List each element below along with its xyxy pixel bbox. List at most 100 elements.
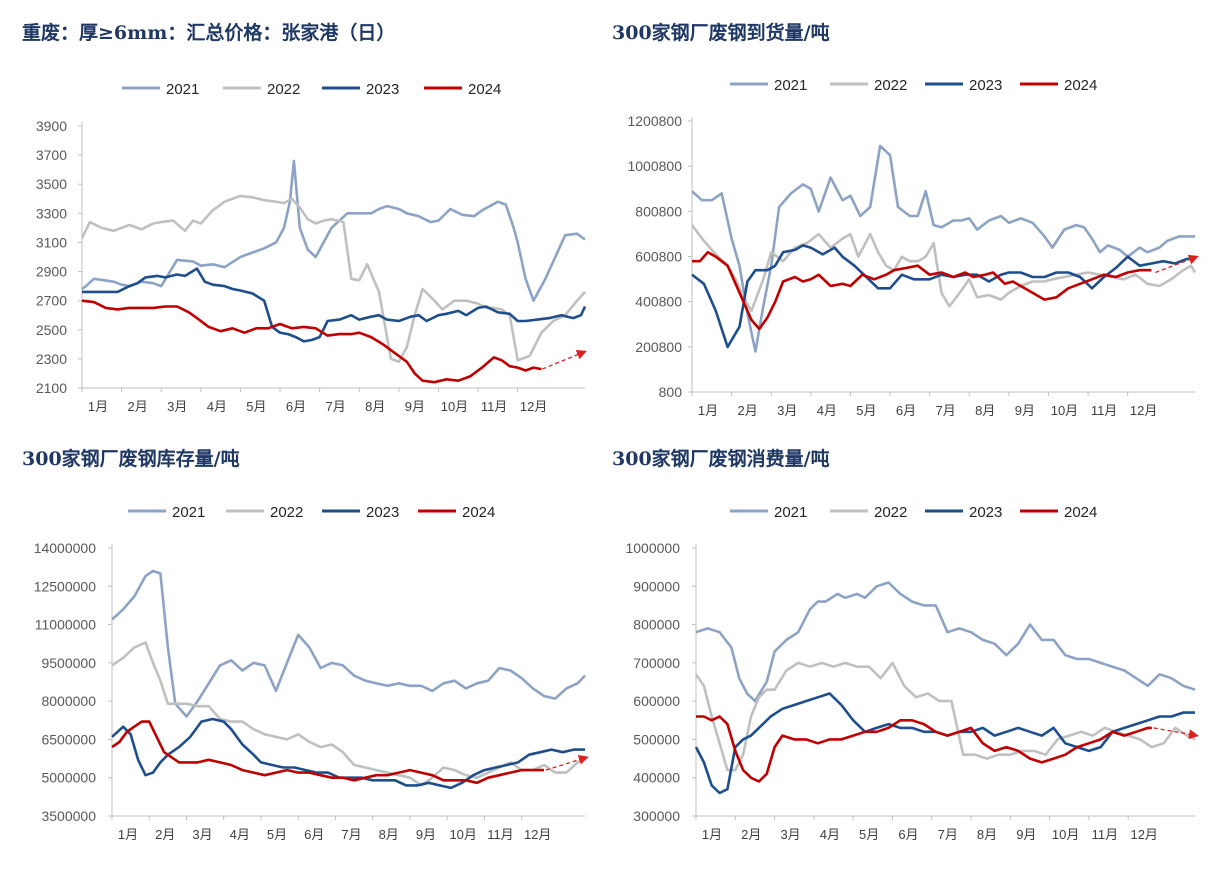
y-tick-label: 3100 (36, 234, 67, 250)
x-tick-label: 9月 (405, 399, 425, 414)
y-tick-label: 6500000 (41, 731, 96, 747)
y-tick-label: 900000 (633, 578, 680, 594)
x-tick-label: 2月 (127, 399, 147, 414)
legend-label-2022: 2022 (874, 504, 907, 521)
y-tick-label: 3700 (36, 147, 67, 163)
legend-label-2024: 2024 (462, 504, 495, 521)
chart-panel-consumption: 300家钢厂废钢消费量/吨 300000 400000 500000 600000 70… (612, 430, 1223, 878)
chart-title: 300家钢厂废钢库存量/吨 (22, 448, 240, 470)
chart-svg: 800 200800 400800 600800 800800 1000800 120080… (627, 77, 1199, 418)
series-line-2024 (692, 250, 1152, 331)
y-tick-label: 300000 (633, 808, 680, 824)
x-tick-label: 8月 (977, 827, 997, 842)
legend-label-2023: 2023 (969, 77, 1002, 94)
x-tick-label: 12月 (520, 399, 547, 414)
x-tick-label: 5月 (267, 827, 287, 842)
y-tick-label: 400800 (635, 294, 682, 310)
series-line-2022 (694, 661, 1196, 772)
x-tick-label: 11月 (487, 827, 514, 842)
y-tick-label: 700000 (633, 655, 680, 671)
y-tick-label: 1000800 (627, 158, 682, 174)
chart-title: 300家钢厂废钢消费量/吨 (612, 448, 830, 470)
series-line-2023 (694, 692, 1195, 795)
legend-label-2021: 2021 (774, 77, 807, 94)
x-tick-label: 1月 (702, 827, 722, 842)
x-tick-label: 4月 (207, 399, 227, 414)
y-tick-label: 3500000 (41, 808, 96, 824)
chart-title: 重废：厚≥6mm：汇总价格：张家港（日） (22, 22, 396, 44)
x-tick-label: 11月 (481, 399, 508, 414)
series-line-2021 (691, 144, 1195, 353)
series-line-2022 (690, 224, 1197, 313)
y-tick-label: 8000000 (41, 693, 96, 709)
series-line-2023 (691, 244, 1195, 349)
y-tick-label: 600000 (633, 693, 680, 709)
series-line-2021 (111, 569, 586, 718)
y-tick-label: 14000000 (34, 540, 97, 556)
trend-arrow (1155, 254, 1199, 274)
y-tick-label: 3500 (36, 176, 67, 192)
x-tick-label: 4月 (820, 827, 840, 842)
x-tick-label: 7月 (326, 399, 346, 414)
x-tick-label: 7月 (341, 827, 361, 842)
legend-label-2024: 2024 (1064, 504, 1097, 521)
x-tick-label: 2月 (737, 403, 757, 418)
x-tick-label: 2月 (155, 827, 175, 842)
x-tick-label: 3月 (192, 827, 212, 842)
x-tick-label: 7月 (938, 827, 958, 842)
legend-label-2022: 2022 (267, 81, 300, 98)
x-tick-label: 6月 (304, 827, 324, 842)
y-tick-label: 2900 (36, 264, 67, 280)
legend-label-2023: 2023 (366, 81, 399, 98)
x-tick-label: 10月 (449, 827, 476, 842)
y-tick-label: 200800 (635, 339, 682, 355)
y-tick-label: 5000000 (41, 770, 96, 786)
legend-label-2024: 2024 (468, 81, 501, 98)
y-tick-label: 2100 (36, 380, 67, 396)
x-tick-label: 12月 (1130, 827, 1157, 842)
x-tick-label: 10月 (1051, 403, 1078, 418)
series-line-2024 (696, 715, 1152, 783)
legend-label-2022: 2022 (874, 77, 907, 94)
series-line-2023 (111, 717, 585, 790)
series-line-2022 (80, 194, 586, 364)
series-line-2021 (695, 581, 1196, 703)
legend-label-2023: 2023 (969, 504, 1002, 521)
x-tick-label: 1月 (118, 827, 138, 842)
trend-arrow (1153, 727, 1199, 740)
legend-label-2024: 2024 (1064, 77, 1097, 94)
y-tick-label: 800 (659, 384, 683, 400)
x-tick-label: 6月 (896, 403, 916, 418)
trend-arrow (545, 754, 589, 771)
y-tick-label: 1000000 (625, 540, 680, 556)
x-tick-label: 3月 (780, 827, 800, 842)
x-tick-label: 9月 (1016, 827, 1036, 842)
series-line-2024 (111, 720, 544, 785)
x-tick-label: 1月 (88, 399, 108, 414)
x-tick-label: 11月 (1091, 403, 1118, 418)
x-tick-label: 12月 (1130, 403, 1157, 418)
x-tick-label: 8月 (379, 827, 399, 842)
trend-arrow (541, 350, 587, 370)
y-tick-label: 600800 (635, 249, 682, 265)
x-tick-label: 5月 (856, 403, 876, 418)
y-tick-label: 800800 (635, 203, 682, 219)
chart-svg: 3500000 5000000 6500000 8000000 9500000 11000… (34, 504, 589, 842)
x-tick-label: 5月 (246, 399, 266, 414)
legend-label-2022: 2022 (270, 504, 303, 521)
y-tick-label: 11000000 (35, 617, 96, 633)
y-tick-label: 2500 (36, 322, 67, 338)
y-tick-label: 3900 (36, 118, 67, 134)
chart-svg: 300000 400000 500000 600000 700000 800000 9000… (625, 504, 1199, 842)
x-tick-label: 8月 (365, 399, 385, 414)
x-tick-label: 3月 (777, 403, 797, 418)
y-tick-label: 3300 (36, 205, 67, 221)
chart-panel-arrivals: 300家钢厂废钢到货量/吨 800 200800 400800 600800 80080… (612, 0, 1223, 430)
x-tick-label: 3月 (167, 399, 187, 414)
x-tick-label: 2月 (741, 827, 761, 842)
y-tick-label: 2700 (36, 293, 67, 309)
y-tick-label: 1200800 (627, 113, 682, 129)
y-tick-label: 9500000 (41, 655, 96, 671)
series-line-2021 (81, 159, 586, 303)
chart-panel-price: 重废：厚≥6mm：汇总价格：张家港（日） 2100 2300 2500 2700 290… (0, 0, 612, 430)
